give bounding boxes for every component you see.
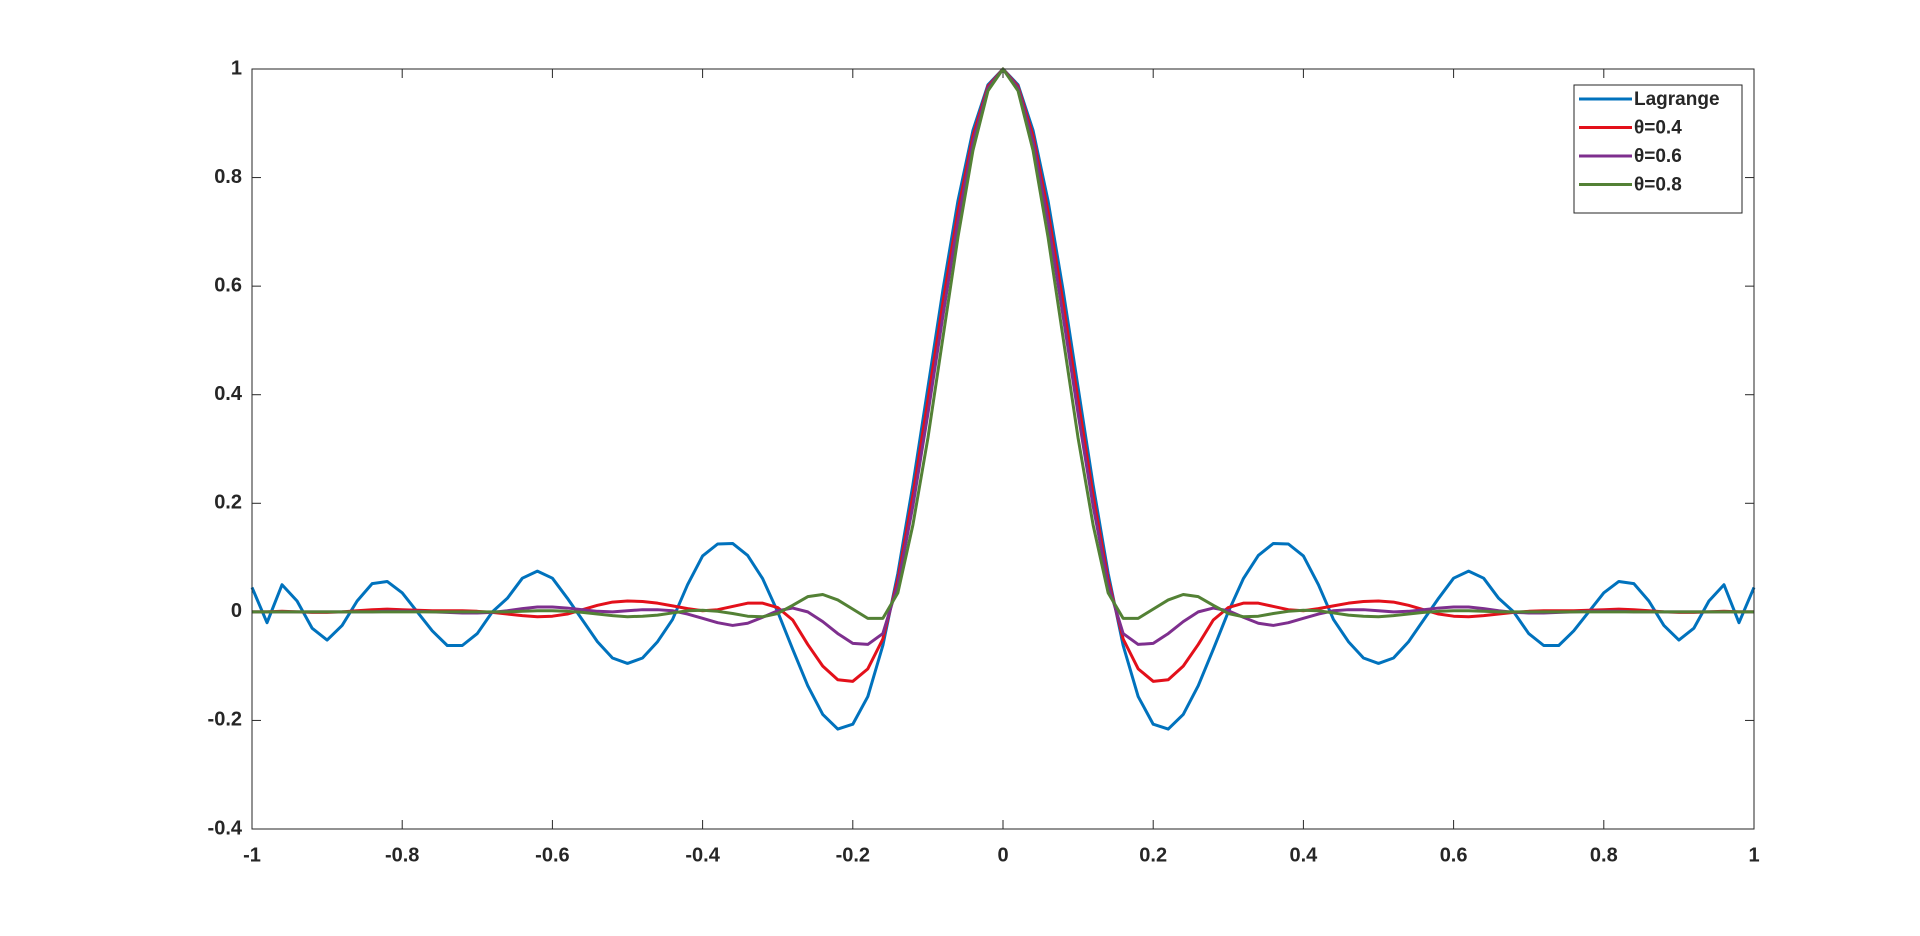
x-tick-label: -0.6: [535, 844, 569, 866]
x-tick-label: 0: [997, 844, 1008, 866]
x-tick-label: 0.4: [1289, 844, 1318, 866]
y-tick-label: 1: [231, 57, 242, 79]
y-tick-label: 0.2: [214, 492, 242, 514]
x-tick-label: -0.2: [836, 844, 870, 866]
x-tick-label: 0.6: [1440, 844, 1468, 866]
legend-label: θ=0.8: [1634, 175, 1682, 196]
x-tick-label: 0.8: [1590, 844, 1618, 866]
x-tick-label: -0.4: [685, 844, 720, 866]
legend-box: [1573, 84, 1743, 214]
x-tick-label: 1: [1748, 844, 1759, 866]
legend-label: Lagrange: [1634, 89, 1720, 110]
legend-label: θ=0.6: [1634, 146, 1682, 167]
y-tick-label: 0.4: [214, 383, 243, 405]
y-tick-label: 0.8: [214, 166, 242, 188]
y-tick-label: -0.2: [208, 709, 242, 731]
x-tick-label: -1: [243, 844, 261, 866]
y-tick-label: -0.4: [208, 817, 243, 839]
x-tick-label: -0.8: [385, 844, 419, 866]
x-tick-label: 0.2: [1139, 844, 1167, 866]
plot-frame: [251, 68, 1755, 830]
y-tick-label: 0.6: [214, 274, 242, 296]
legend-label: θ=0.4: [1634, 118, 1682, 139]
y-tick-label: 0: [231, 600, 242, 622]
